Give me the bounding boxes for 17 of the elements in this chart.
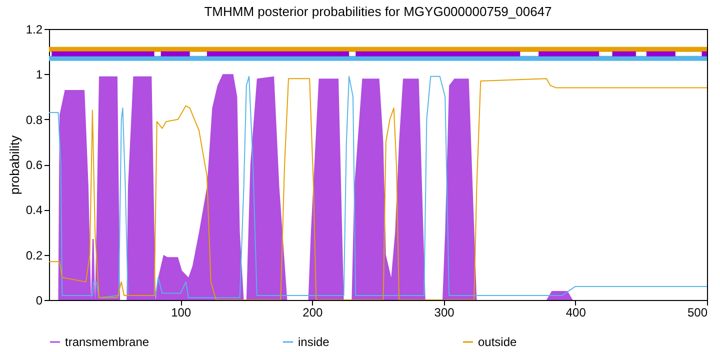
x-tick-label: 400: [566, 306, 586, 320]
x-tick-label: 200: [302, 306, 324, 320]
y-tick-label: 0.8: [26, 112, 43, 127]
y-tick-label: 0.6: [26, 158, 43, 172]
chart-title: TMHMM posterior probabilities for MGYG000000759_00647: [204, 4, 552, 19]
x-tick-label: 300: [434, 306, 455, 320]
legend-label: outside: [478, 335, 518, 349]
legend-label: inside: [298, 335, 330, 349]
x-tick-label: 500: [687, 306, 708, 320]
y-tick-label: 0: [36, 294, 43, 308]
y-tick-label: 0.4: [26, 203, 43, 218]
y-axis-title: probability: [6, 134, 22, 195]
legend-label: transmembrane: [65, 335, 150, 349]
x-tick-label: 100: [171, 306, 192, 320]
y-tick-label: 1.2: [26, 22, 43, 36]
y-tick-label: 0.2: [26, 248, 43, 262]
y-tick-label: 1: [36, 68, 43, 82]
